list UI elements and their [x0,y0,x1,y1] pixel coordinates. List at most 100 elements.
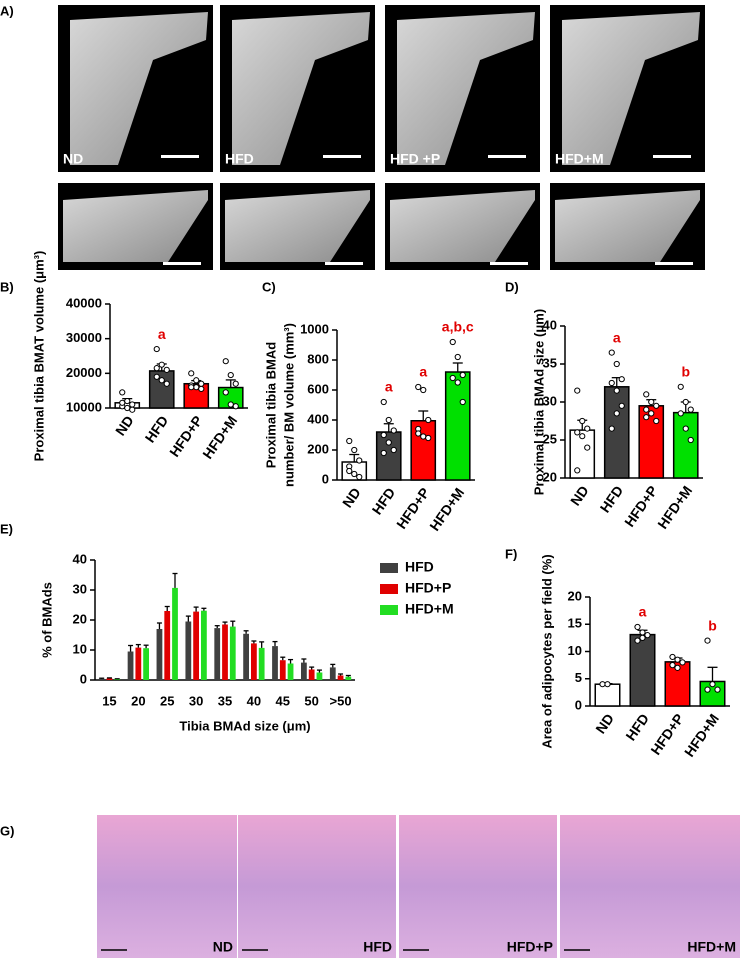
significance-label: b [681,364,690,380]
data-point [634,637,641,644]
group-label: HFD+M [555,151,604,167]
bar [444,371,471,481]
significance-label: a [639,604,647,620]
data-point [425,434,432,442]
bar [143,648,149,680]
data-point [714,686,721,693]
bone-render [390,190,535,262]
data-point [119,389,126,396]
significance-label: a [385,379,393,395]
legend-swatch [380,563,398,573]
bone-render [397,12,535,165]
bone-render [225,190,370,262]
bar [127,651,134,680]
data-point [163,380,170,387]
bar [329,667,336,680]
bar [229,626,236,680]
group-label: HFD+P [507,939,553,955]
data-point [390,446,397,454]
bar [629,633,656,707]
y-tick-label: 10 [73,641,87,656]
data-point [613,360,620,368]
y-tick-label: 0 [575,697,582,712]
panel-label: C) [262,279,276,294]
data-point [604,681,611,688]
bar [243,633,249,680]
significance-label: a [419,364,427,380]
x-tick-label: HFD [369,485,399,518]
data-point [188,384,195,391]
data-point [415,383,422,391]
panel-label: D) [505,279,519,294]
data-point [608,349,615,356]
x-tick-label: 25 [160,693,174,708]
bar [301,662,307,680]
x-tick-label: 45 [276,693,290,708]
data-point [351,446,358,454]
bar [308,669,315,680]
bar [638,405,665,479]
data-point [574,467,581,474]
data-point [193,377,200,384]
data-point [346,467,353,475]
scale-bar [488,155,526,158]
group-label: HFD+M [687,939,736,955]
data-point [599,681,606,688]
y-tick-label: 400 [307,411,329,426]
data-point [579,417,586,425]
data-point [163,366,170,373]
bar [316,672,323,680]
scale-bar [323,155,361,158]
bar [98,678,105,680]
data-point [380,431,387,439]
data-point [380,449,387,457]
legend-label: HFD+P [405,580,451,596]
panel-label: A) [0,3,14,18]
y-tick-label: 800 [307,351,329,366]
data-point [679,659,686,666]
x-tick-label: HFD [142,413,172,446]
x-tick-label: 35 [218,693,232,708]
data-point [574,387,581,394]
data-point [459,398,466,406]
group-label: ND [213,939,233,955]
y-tick-label: 30000 [66,330,102,345]
x-tick-label: HFD [622,711,652,744]
bone-render [562,12,700,165]
y-tick-label: 20 [568,588,582,603]
x-tick-label: HFD+M [199,413,240,462]
x-axis-label: Tibia BMAd size (μm) [179,718,310,733]
data-point [356,457,363,464]
scale-bar [325,262,363,265]
x-tick-label: HFD+M [654,483,695,532]
x-tick-label: HFD+M [426,485,467,534]
data-point [222,358,229,365]
data-point [613,387,620,394]
histology-image [560,815,740,958]
y-tick-label: 15 [568,616,582,631]
data-point [129,401,136,408]
data-point [639,634,646,641]
bar [135,647,142,680]
legend-swatch [380,605,398,615]
bar [164,611,171,680]
x-tick-label: 40 [247,693,261,708]
y-tick-label: 20 [73,611,87,626]
data-point [454,353,461,361]
y-tick-label: 20 [543,469,557,484]
bar [375,431,402,481]
bar [279,660,286,680]
bar [222,624,228,680]
data-point [674,664,681,671]
data-point [579,433,586,440]
x-tick-label: ND [567,483,592,509]
bone-render [70,12,208,165]
bar [603,386,630,479]
data-point [124,404,131,412]
scale-bar [161,155,199,158]
y-tick-label: 40 [543,317,557,332]
data-point [687,406,694,413]
y-axis-label: Proximal tibia BMAd [263,342,278,468]
data-point [153,365,160,372]
